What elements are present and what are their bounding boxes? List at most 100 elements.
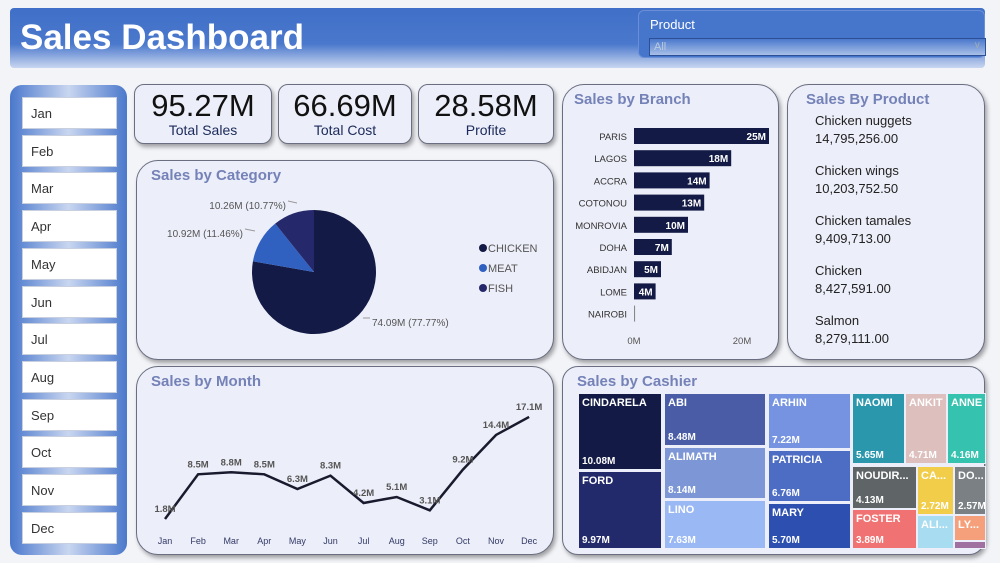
product-value: 8,427,591.00	[815, 281, 891, 296]
pie-slice-meat	[252, 223, 314, 272]
tile-name: LINO	[668, 504, 695, 516]
treemap-tile[interactable]: LINO 7.63M	[664, 500, 766, 549]
month-button-oct[interactable]: Oct	[22, 436, 117, 469]
legend-marker	[479, 264, 487, 272]
x-tick-label: Oct	[456, 536, 471, 546]
kpi-value: 95.27M	[151, 88, 255, 123]
treemap-tile[interactable]: FOSTER 3.89M	[852, 509, 917, 549]
bar-paris	[634, 128, 769, 144]
treemap-tile[interactable]: MARY 5.70M	[768, 503, 851, 549]
pie-slice-fish	[275, 210, 314, 272]
bar-data-label: 25M	[747, 132, 766, 143]
tile-value: 8.14M	[668, 485, 696, 496]
pie-data-label: 10.92M (11.46%)	[167, 229, 243, 240]
tile-name: NOUDIR...	[856, 470, 909, 482]
treemap-tile[interactable]: DO... 2.57M	[954, 466, 986, 515]
tile-name: PATRICIA	[772, 454, 823, 466]
product-value: 10,203,752.50	[815, 181, 899, 196]
line-data-label: 8.5M	[188, 459, 209, 470]
sales-by-cashier-card: Sales by Cashier CINDARELA 10.08M FORD 9.97…	[562, 366, 986, 555]
bar-chart: PARIS 25M LAGOS 18M ACCRA 14M COTONOU 13M MONROV…	[575, 128, 769, 347]
product-name: Salmon	[815, 313, 860, 328]
treemap-tile[interactable]: PATRICIA 6.76M	[768, 450, 851, 502]
tile-name: LY...	[958, 519, 979, 531]
bar-category-label: ACCRA	[594, 176, 628, 187]
month-button-jul[interactable]: Jul	[22, 323, 117, 356]
bar-monrovia	[634, 216, 688, 233]
month-slicer: Jan Feb Mar Apr May Jun Jul Aug Sep Oct Nov Dec	[10, 85, 127, 555]
tile-name: CINDARELA	[582, 397, 647, 409]
treemap-tile[interactable]: ABI 8.48M	[664, 393, 766, 446]
treemap-tile[interactable]: ARHIN 7.22M	[768, 393, 851, 449]
bar-doha	[634, 239, 672, 255]
treemap-tile[interactable]: ALIMATH 8.14M	[664, 447, 766, 499]
month-button-nov[interactable]: Nov	[22, 474, 117, 506]
kpi-total-sales: 95.27M Total Sales	[134, 84, 272, 144]
treemap-tile[interactable]: NAOMI 5.65M	[852, 393, 905, 464]
month-button-aug[interactable]: Aug	[22, 360, 117, 393]
chart-title: Sales by Branch	[574, 91, 691, 108]
sales-by-product-card: Sales By Product Chicken nuggets 14,795,2…	[787, 84, 985, 360]
x-tick-label: Jul	[358, 536, 370, 546]
month-button-jan[interactable]: Jan	[22, 97, 117, 129]
sales-by-branch-card: Sales by Branch PARIS 25M LAGOS 18M ACCRA 14M…	[562, 84, 779, 360]
month-button-sep[interactable]: Sep	[22, 398, 117, 431]
legend-marker	[479, 284, 487, 292]
x-tick-label: Jan	[158, 536, 173, 546]
product-name: Chicken tamales	[815, 213, 912, 228]
treemap-tile[interactable]: CA... 2.72M	[917, 466, 954, 515]
kpi-label: Total Cost	[313, 122, 377, 138]
tile-name: ARHIN	[772, 397, 807, 409]
treemap-tile[interactable]: CINDARELA 10.08M	[578, 393, 662, 470]
month-button-dec[interactable]: Dec	[22, 511, 117, 544]
treemap-tile[interactable]	[954, 541, 986, 549]
bar-category-label: MONROVIA	[575, 221, 627, 232]
card-title: Sales By Product	[806, 91, 930, 108]
tile-value: 5.70M	[772, 535, 800, 546]
tile-name: ANNE	[951, 397, 983, 409]
tile-name: ABI	[668, 397, 687, 409]
tile-value: 7.63M	[668, 535, 696, 546]
tile-value: 2.72M	[921, 501, 949, 512]
month-button-mar[interactable]: Mar	[22, 172, 117, 205]
kpi-label: Profite	[465, 122, 507, 138]
product-filter: Product All ∨	[638, 10, 986, 58]
month-button-may[interactable]: May	[22, 247, 117, 280]
pie-chart: 74.09M (77.77%) CHICKEN 10.92M (11.46%) MEA…	[167, 200, 538, 334]
treemap-tile[interactable]: ANKIT 4.71M	[905, 393, 947, 464]
tile-name: NAOMI	[856, 397, 893, 409]
bar-data-label: 10M	[666, 221, 685, 232]
treemap-tile[interactable]: NOUDIR... 4.13M	[852, 466, 917, 509]
kpi-label: Total Sales	[168, 122, 238, 138]
month-button-feb[interactable]: Feb	[22, 134, 117, 167]
month-button-jun[interactable]: Jun	[22, 285, 117, 318]
treemap-tile[interactable]: ANNE 4.16M	[947, 393, 986, 464]
bar-data-label: 14M	[687, 176, 706, 187]
tile-value: 4.16M	[951, 450, 979, 461]
tile-value: 7.22M	[772, 435, 800, 446]
treemap-tile[interactable]: LY...	[954, 515, 986, 541]
bar-category-label: PARIS	[599, 132, 627, 143]
month-button-apr[interactable]: Apr	[22, 210, 117, 243]
treemap-tile[interactable]: ALI...	[917, 515, 954, 549]
x-tick-label: Feb	[190, 536, 206, 546]
sales-by-month-card: Sales by Month 1.8M Jan 8.5M Feb 8.8M Mar 8.5M…	[136, 366, 554, 555]
line-data-label: 8.3M	[320, 461, 341, 472]
x-tick-label: Aug	[389, 536, 405, 546]
product-value: 8,279,111.00	[815, 331, 889, 346]
x-tick-label: Sep	[422, 536, 438, 546]
tile-value: 2.57M	[958, 501, 986, 512]
line-data-label: 8.5M	[254, 459, 275, 470]
legend-label: FISH	[488, 283, 513, 295]
tile-name: FORD	[582, 475, 614, 487]
x-tick-label: Mar	[223, 536, 239, 546]
tile-value: 4.13M	[856, 495, 884, 506]
line-data-label: 9.2M	[452, 455, 473, 466]
bar-category-label: ABIDJAN	[587, 265, 627, 276]
treemap-tile[interactable]: FORD 9.97M	[578, 471, 662, 549]
line-data-label: 4.2M	[353, 488, 374, 499]
product-filter-dropdown[interactable]: All ∨	[649, 38, 986, 56]
legend-label: MEAT	[488, 263, 518, 275]
tile-name: MARY	[772, 507, 804, 519]
line-data-label: 3.1M	[419, 495, 440, 506]
